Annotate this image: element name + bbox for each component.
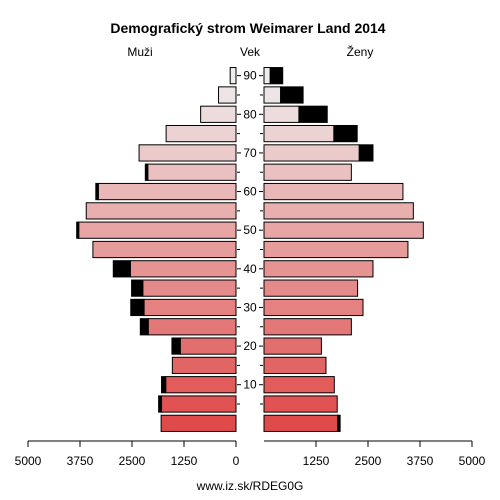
bar-male-40-44 — [129, 260, 237, 278]
bar-male-25-29 — [147, 318, 237, 336]
age-tick-label: 80 — [243, 107, 257, 121]
excess-bar-female-80-84 — [298, 105, 328, 123]
bar-male-55-59 — [85, 202, 237, 220]
bar-male-15-19 — [171, 356, 237, 375]
bar-female-15-19 — [263, 356, 327, 375]
bar-female-90plus — [263, 67, 271, 85]
chart-title: Demografický strom Weimarer Land 2014 — [110, 20, 385, 36]
excess-bar-female-70-74 — [358, 144, 374, 162]
x-tick-label: 2500 — [119, 454, 146, 468]
age-tick-label: 70 — [243, 146, 257, 160]
age-tick-label: 30 — [243, 300, 257, 314]
excess-bar-male-5-9 — [158, 395, 163, 413]
bar-male-35-39 — [142, 279, 237, 297]
x-tick-label: 0 — [233, 454, 240, 468]
bar-male-70-74 — [138, 144, 237, 162]
excess-bar-female-0-4 — [337, 414, 341, 432]
bar-female-40-44 — [263, 260, 374, 278]
bar-female-85-89 — [263, 86, 282, 104]
bar-female-65-69 — [263, 163, 352, 181]
x-axis: 5000 3750 2500 1250 0 1250 2500 3750 5000 — [15, 440, 486, 468]
excess-bar-male-40-44 — [112, 260, 131, 278]
age-tick-label: 20 — [243, 339, 257, 353]
excess-bar-male-65-69 — [144, 163, 149, 181]
bar-female-55-59 — [263, 202, 414, 220]
bar-female-75-79 — [263, 124, 335, 143]
excess-bar-female-85-89 — [280, 86, 304, 104]
bar-male-75-79 — [165, 124, 237, 143]
x-tick-label: 1250 — [171, 454, 198, 468]
bar-male-30-34 — [143, 298, 237, 317]
footer-url: www.iz.sk/RDEG0G — [196, 479, 304, 493]
x-tick-label: 3750 — [407, 454, 434, 468]
bar-male-65-69 — [147, 163, 237, 181]
bar-male-90plus — [229, 67, 237, 85]
x-tick-label: 5000 — [15, 454, 42, 468]
female-label: Ženy — [347, 44, 374, 59]
bar-female-10-14 — [263, 376, 335, 394]
x-tick-label: 1250 — [303, 454, 330, 468]
x-tick-label: 2500 — [355, 454, 382, 468]
bar-female-70-74 — [263, 144, 360, 162]
age-axis: 10 20 30 40 50 60 70 80 90 — [237, 69, 263, 405]
bar-male-60-64 — [97, 182, 237, 201]
bar-female-20-24 — [263, 337, 322, 355]
age-tick-label: 40 — [243, 262, 257, 276]
bar-male-5-9 — [161, 395, 237, 413]
bar-female-35-39 — [263, 279, 359, 297]
age-label: Vek — [240, 45, 261, 59]
excess-bar-female-75-79 — [333, 124, 358, 143]
male-bars — [76, 67, 237, 432]
age-tick-label: 10 — [243, 378, 257, 392]
excess-bar-female-90plus — [269, 67, 284, 85]
bar-male-20-24 — [179, 337, 237, 355]
bar-male-50-54 — [78, 221, 237, 239]
bar-female-45-49 — [263, 240, 409, 259]
excess-bar-male-35-39 — [131, 279, 144, 297]
bar-male-0-4 — [160, 414, 237, 432]
bar-male-80-84 — [200, 105, 237, 123]
x-tick-label: 5000 — [459, 454, 486, 468]
male-label: Muži — [127, 45, 152, 59]
excess-bar-male-20-24 — [171, 337, 181, 355]
female-bars — [263, 67, 424, 432]
bar-female-0-4 — [263, 414, 339, 432]
age-tick-label: 60 — [243, 185, 257, 199]
excess-bar-male-25-29 — [139, 318, 149, 336]
excess-bar-male-30-34 — [130, 298, 145, 317]
x-tick-label: 3750 — [67, 454, 94, 468]
bar-male-10-14 — [165, 376, 237, 394]
bar-female-50-54 — [263, 221, 424, 239]
excess-bar-male-10-14 — [161, 376, 167, 394]
bar-female-30-34 — [263, 298, 364, 317]
excess-bar-male-60-64 — [95, 182, 99, 201]
bar-female-5-9 — [263, 395, 338, 413]
bar-female-60-64 — [263, 182, 404, 201]
age-tick-label: 90 — [243, 69, 257, 83]
bar-female-80-84 — [263, 105, 300, 123]
excess-bar-male-50-54 — [76, 221, 80, 239]
bar-male-45-49 — [92, 240, 237, 259]
age-tick-label: 50 — [243, 223, 257, 237]
bar-male-85-89 — [218, 86, 237, 104]
bar-female-25-29 — [263, 318, 352, 336]
